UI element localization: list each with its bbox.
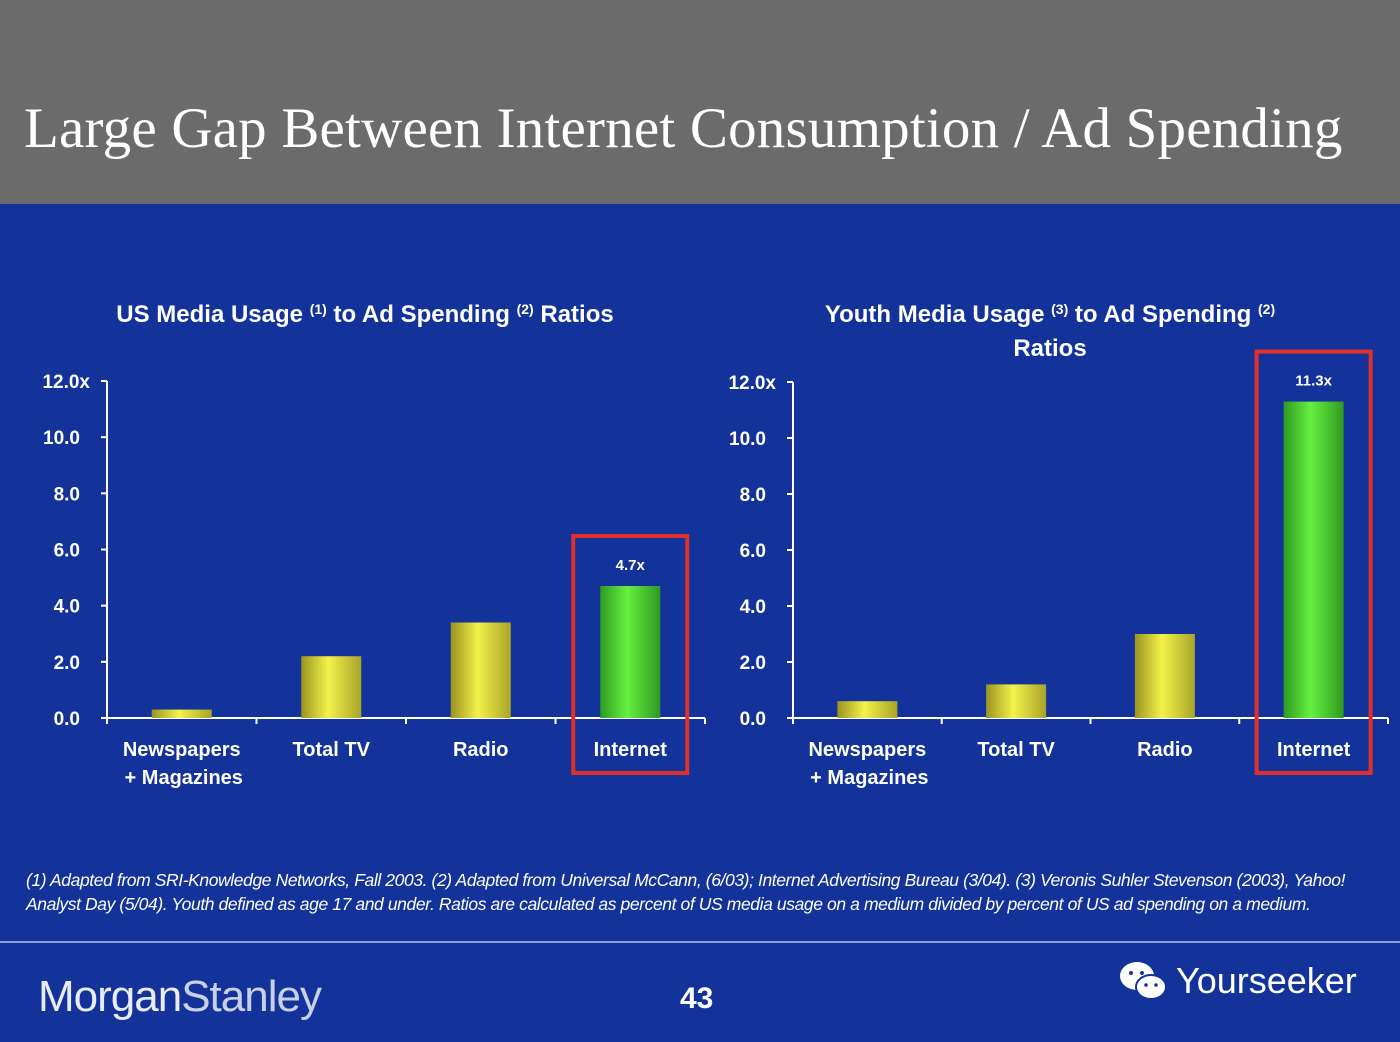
y-tick-label: 2.0 xyxy=(740,653,766,674)
chart-1-title-sup: (2) xyxy=(516,301,534,317)
y-tick-label: 0.0 xyxy=(740,709,766,730)
bar-radio xyxy=(1134,634,1195,718)
logo-text: Stanley xyxy=(181,972,322,1021)
divider xyxy=(0,941,1400,943)
x-tick-label: Radio xyxy=(1137,739,1193,761)
bar-radio xyxy=(450,622,511,718)
x-tick-label: Internet xyxy=(594,739,668,761)
x-tick-label: + Magazines xyxy=(125,767,243,789)
x-tick-label: Newspapers xyxy=(123,739,241,761)
chart-1-title: US Media Usage (1) to Ad Spending (2) Ra… xyxy=(60,292,670,332)
chart-2-title: Youth Media Usage (3) to Ad Spending (2)… xyxy=(790,292,1310,366)
y-tick-label: 0.0 xyxy=(54,709,80,730)
y-tick-label: 6.0 xyxy=(740,541,766,562)
y-tick-label: 6.0 xyxy=(54,541,80,562)
x-tick-label: Newspapers xyxy=(808,739,926,761)
bar-internet xyxy=(600,586,661,718)
morgan-stanley-logo: MorganStanley xyxy=(38,972,322,1022)
slide-title: Large Gap Between Internet Consumption /… xyxy=(24,97,1343,160)
data-label: 4.7x xyxy=(616,557,646,574)
y-tick-label: 10.0 xyxy=(43,428,80,449)
x-tick-label: Total TV xyxy=(293,739,371,761)
chart-2-title-sup: (2) xyxy=(1258,301,1276,317)
y-tick-label: 4.0 xyxy=(54,597,80,618)
y-tick-label: 12.0x xyxy=(728,373,776,394)
watermark: Yourseeker xyxy=(1118,960,1357,1002)
x-tick-label: Radio xyxy=(453,739,509,761)
highlight-box xyxy=(1254,349,1373,775)
y-tick-label: 8.0 xyxy=(740,485,766,506)
bar-internet xyxy=(1283,401,1344,718)
y-tick-label: 4.0 xyxy=(740,597,766,618)
y-tick-label: 12.0x xyxy=(42,372,90,393)
y-tick-label: 10.0 xyxy=(729,429,766,450)
chart-1-title-text: US Media Usage xyxy=(116,301,310,328)
wechat-icon xyxy=(1120,962,1167,1000)
watermark-text: Yourseeker xyxy=(1176,960,1357,1001)
x-tick-label: Total TV xyxy=(977,739,1055,761)
chart-2-title-sup: (3) xyxy=(1051,301,1069,317)
chart-2-title-text: to Ad Spending xyxy=(1068,301,1258,328)
data-label: 11.3x xyxy=(1295,373,1332,390)
footnote: (1) Adapted from SRI-Knowledge Networks,… xyxy=(26,870,1346,914)
highlight-box xyxy=(571,534,690,775)
chart-2-title-text: Youth Media Usage xyxy=(824,301,1052,328)
chart-1-title-sup: (1) xyxy=(309,301,327,317)
bar-total-tv xyxy=(986,684,1047,718)
y-tick-label: 8.0 xyxy=(54,484,80,505)
page-number: 43 xyxy=(680,982,714,1015)
bar-newspapers xyxy=(837,701,898,718)
chart-1-title-text: to Ad Spending xyxy=(326,301,517,328)
chart-1-title-text: Ratios xyxy=(533,301,614,328)
title-bar: Large Gap Between Internet Consumption /… xyxy=(0,0,1400,204)
bar-newspapers xyxy=(151,709,212,718)
x-tick-label: Internet xyxy=(1277,739,1351,761)
x-tick-label: + Magazines xyxy=(810,767,928,789)
logo-text: Morgan xyxy=(38,972,182,1021)
bar-total-tv xyxy=(301,656,362,718)
y-tick-label: 2.0 xyxy=(54,653,80,674)
chart-2-title-text: Ratios xyxy=(1013,335,1087,362)
